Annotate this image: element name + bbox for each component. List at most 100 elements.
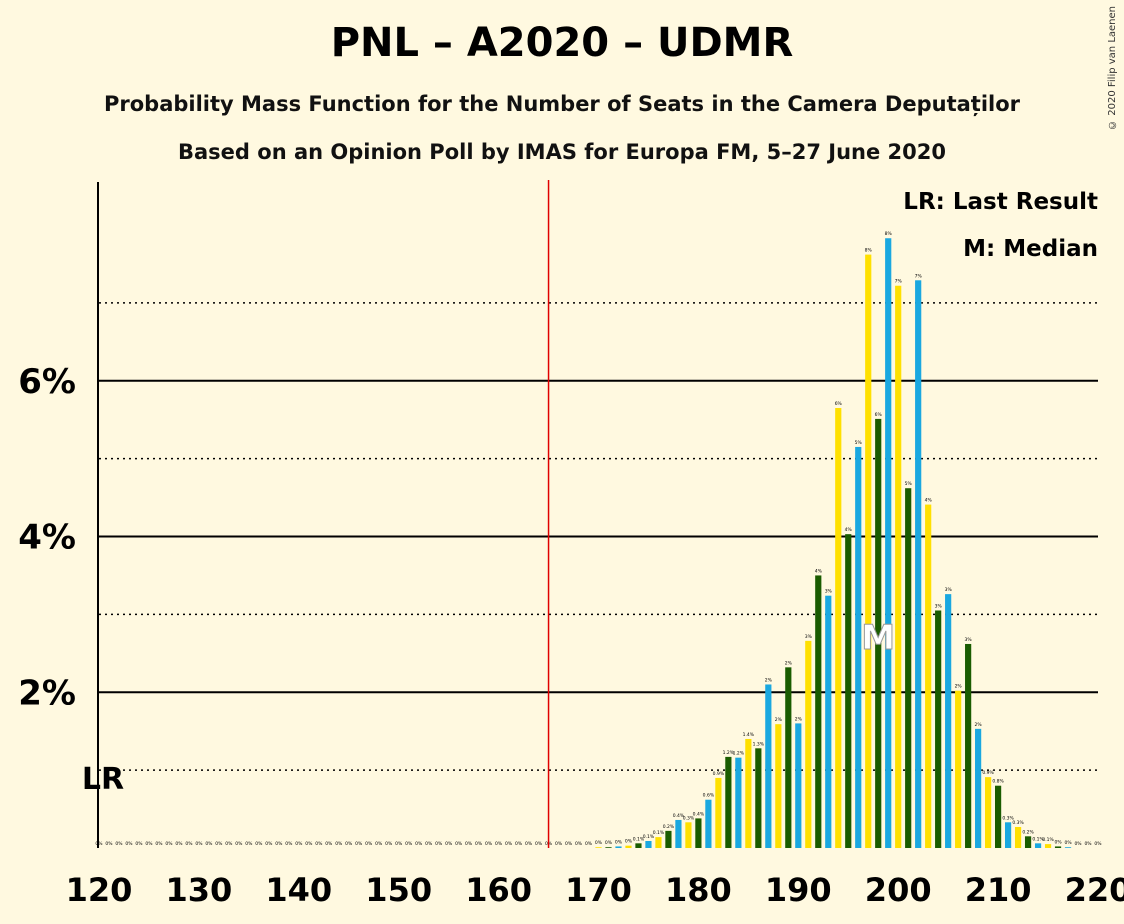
bar bbox=[945, 594, 952, 848]
bar-value-label: 3% bbox=[825, 589, 833, 595]
bar-value-label: 0% bbox=[355, 841, 363, 847]
bar-value-label: 1.2% bbox=[723, 750, 735, 756]
x-tick-label: 180 bbox=[665, 871, 732, 909]
bar-value-label: 4% bbox=[845, 527, 853, 533]
bar-value-label: 7% bbox=[895, 279, 903, 285]
bar bbox=[745, 738, 752, 848]
bar bbox=[635, 843, 642, 848]
bar-value-label: 1.4% bbox=[743, 732, 755, 738]
bar-value-label: 0% bbox=[575, 841, 583, 847]
bar-value-label: 0% bbox=[405, 841, 413, 847]
bar bbox=[1014, 826, 1022, 848]
bar-value-label: 0% bbox=[385, 841, 393, 847]
bar-value-label: 0.1% bbox=[643, 834, 655, 840]
bar-value-label: 3% bbox=[805, 634, 813, 640]
bar-value-label: 0% bbox=[455, 841, 463, 847]
bar-value-label: 0% bbox=[435, 841, 443, 847]
bar bbox=[665, 830, 672, 848]
bar bbox=[685, 822, 692, 848]
bar bbox=[715, 777, 722, 848]
bar-value-label: 0% bbox=[175, 841, 183, 847]
bar-value-label: 0% bbox=[625, 839, 633, 845]
bar bbox=[1044, 844, 1052, 848]
bar-value-label: 0% bbox=[255, 841, 263, 847]
x-tick-label: 120 bbox=[66, 871, 133, 909]
bar-value-label: 0% bbox=[465, 841, 473, 847]
legend-median: M: Median bbox=[963, 236, 1098, 262]
bar bbox=[835, 408, 842, 848]
chart-subtitle-2: Based on an Opinion Poll by IMAS for Eur… bbox=[178, 140, 946, 164]
bar bbox=[955, 690, 962, 848]
bar-value-label: 0% bbox=[245, 841, 253, 847]
y-tick-label: 2% bbox=[18, 673, 76, 713]
bar-value-label: 0% bbox=[235, 841, 243, 847]
bar bbox=[655, 837, 662, 848]
bar-value-label: 6% bbox=[875, 412, 883, 418]
bar-value-label: 0.1% bbox=[1042, 837, 1054, 843]
y-tick-label: 6% bbox=[18, 362, 76, 402]
bar-value-label: 0% bbox=[1084, 841, 1092, 847]
bar bbox=[725, 756, 732, 848]
bar-value-label: 0% bbox=[535, 841, 543, 847]
x-tick-label: 170 bbox=[565, 871, 632, 909]
bar bbox=[1004, 822, 1012, 848]
last-result-label: LR bbox=[82, 762, 124, 797]
bar bbox=[965, 643, 972, 848]
bar-value-label: 0.9% bbox=[982, 770, 994, 776]
bar-value-label: 0% bbox=[375, 841, 383, 847]
bar bbox=[1024, 836, 1032, 848]
x-tick-label: 220 bbox=[1065, 871, 1124, 909]
bar-value-label: 2% bbox=[795, 716, 803, 722]
x-tick-label: 150 bbox=[365, 871, 432, 909]
bar bbox=[645, 840, 652, 848]
bar-value-label: 0% bbox=[505, 841, 513, 847]
bar bbox=[905, 488, 912, 848]
y-tick-labels: 2% 4% 6% bbox=[18, 362, 76, 714]
bar-value-label: 0% bbox=[285, 841, 293, 847]
bar-value-label: 0% bbox=[495, 841, 503, 847]
bar bbox=[765, 684, 772, 848]
bar bbox=[615, 846, 622, 848]
bar-value-label: 2% bbox=[765, 677, 773, 683]
bar-value-label: 0% bbox=[185, 841, 193, 847]
x-tick-label: 210 bbox=[965, 871, 1032, 909]
bar-value-label: 0% bbox=[155, 841, 163, 847]
bar-value-label: 0.8% bbox=[992, 779, 1004, 785]
bar-value-label: 0% bbox=[95, 841, 103, 847]
bar bbox=[775, 724, 782, 848]
bar-value-label: 3% bbox=[945, 587, 953, 593]
bar bbox=[675, 819, 682, 848]
bar-value-label: 0.2% bbox=[1022, 829, 1034, 835]
bar-value-label: 0% bbox=[395, 841, 403, 847]
bar-value-label: 0% bbox=[615, 839, 623, 845]
bar bbox=[695, 818, 702, 848]
chart-subtitle-1: Probability Mass Function for the Number… bbox=[103, 92, 1020, 116]
bar-value-label: 0% bbox=[425, 841, 433, 847]
x-tick-label: 140 bbox=[265, 871, 332, 909]
y-tick-label: 4% bbox=[18, 518, 76, 558]
bar-value-label: 0.4% bbox=[673, 813, 685, 819]
bar-value-label: 0% bbox=[305, 841, 313, 847]
bar-value-label: 8% bbox=[885, 231, 893, 237]
bar-value-label: 5% bbox=[905, 481, 913, 487]
bar-value-label: 0% bbox=[145, 841, 153, 847]
bar bbox=[605, 847, 612, 848]
bar-value-label: 4% bbox=[925, 498, 933, 504]
bar-value-label: 0% bbox=[555, 841, 563, 847]
bar bbox=[985, 777, 992, 848]
bar-value-label: 0.3% bbox=[683, 815, 695, 821]
bar-value-label: 0.4% bbox=[693, 811, 705, 817]
bar-value-label: 0.9% bbox=[713, 771, 725, 777]
bar-value-label: 0% bbox=[365, 841, 373, 847]
bar bbox=[1054, 846, 1062, 848]
bar-value-label: 0% bbox=[415, 841, 423, 847]
x-tick-label: 160 bbox=[465, 871, 532, 909]
bar bbox=[1034, 843, 1042, 848]
bar bbox=[895, 285, 902, 848]
bar bbox=[1064, 847, 1072, 848]
bar-value-label: 0% bbox=[485, 841, 493, 847]
bar-value-label: 0% bbox=[315, 841, 323, 847]
bar-value-label: 0% bbox=[105, 841, 113, 847]
bar-value-label: 0% bbox=[275, 841, 283, 847]
median-label: M bbox=[861, 618, 895, 658]
